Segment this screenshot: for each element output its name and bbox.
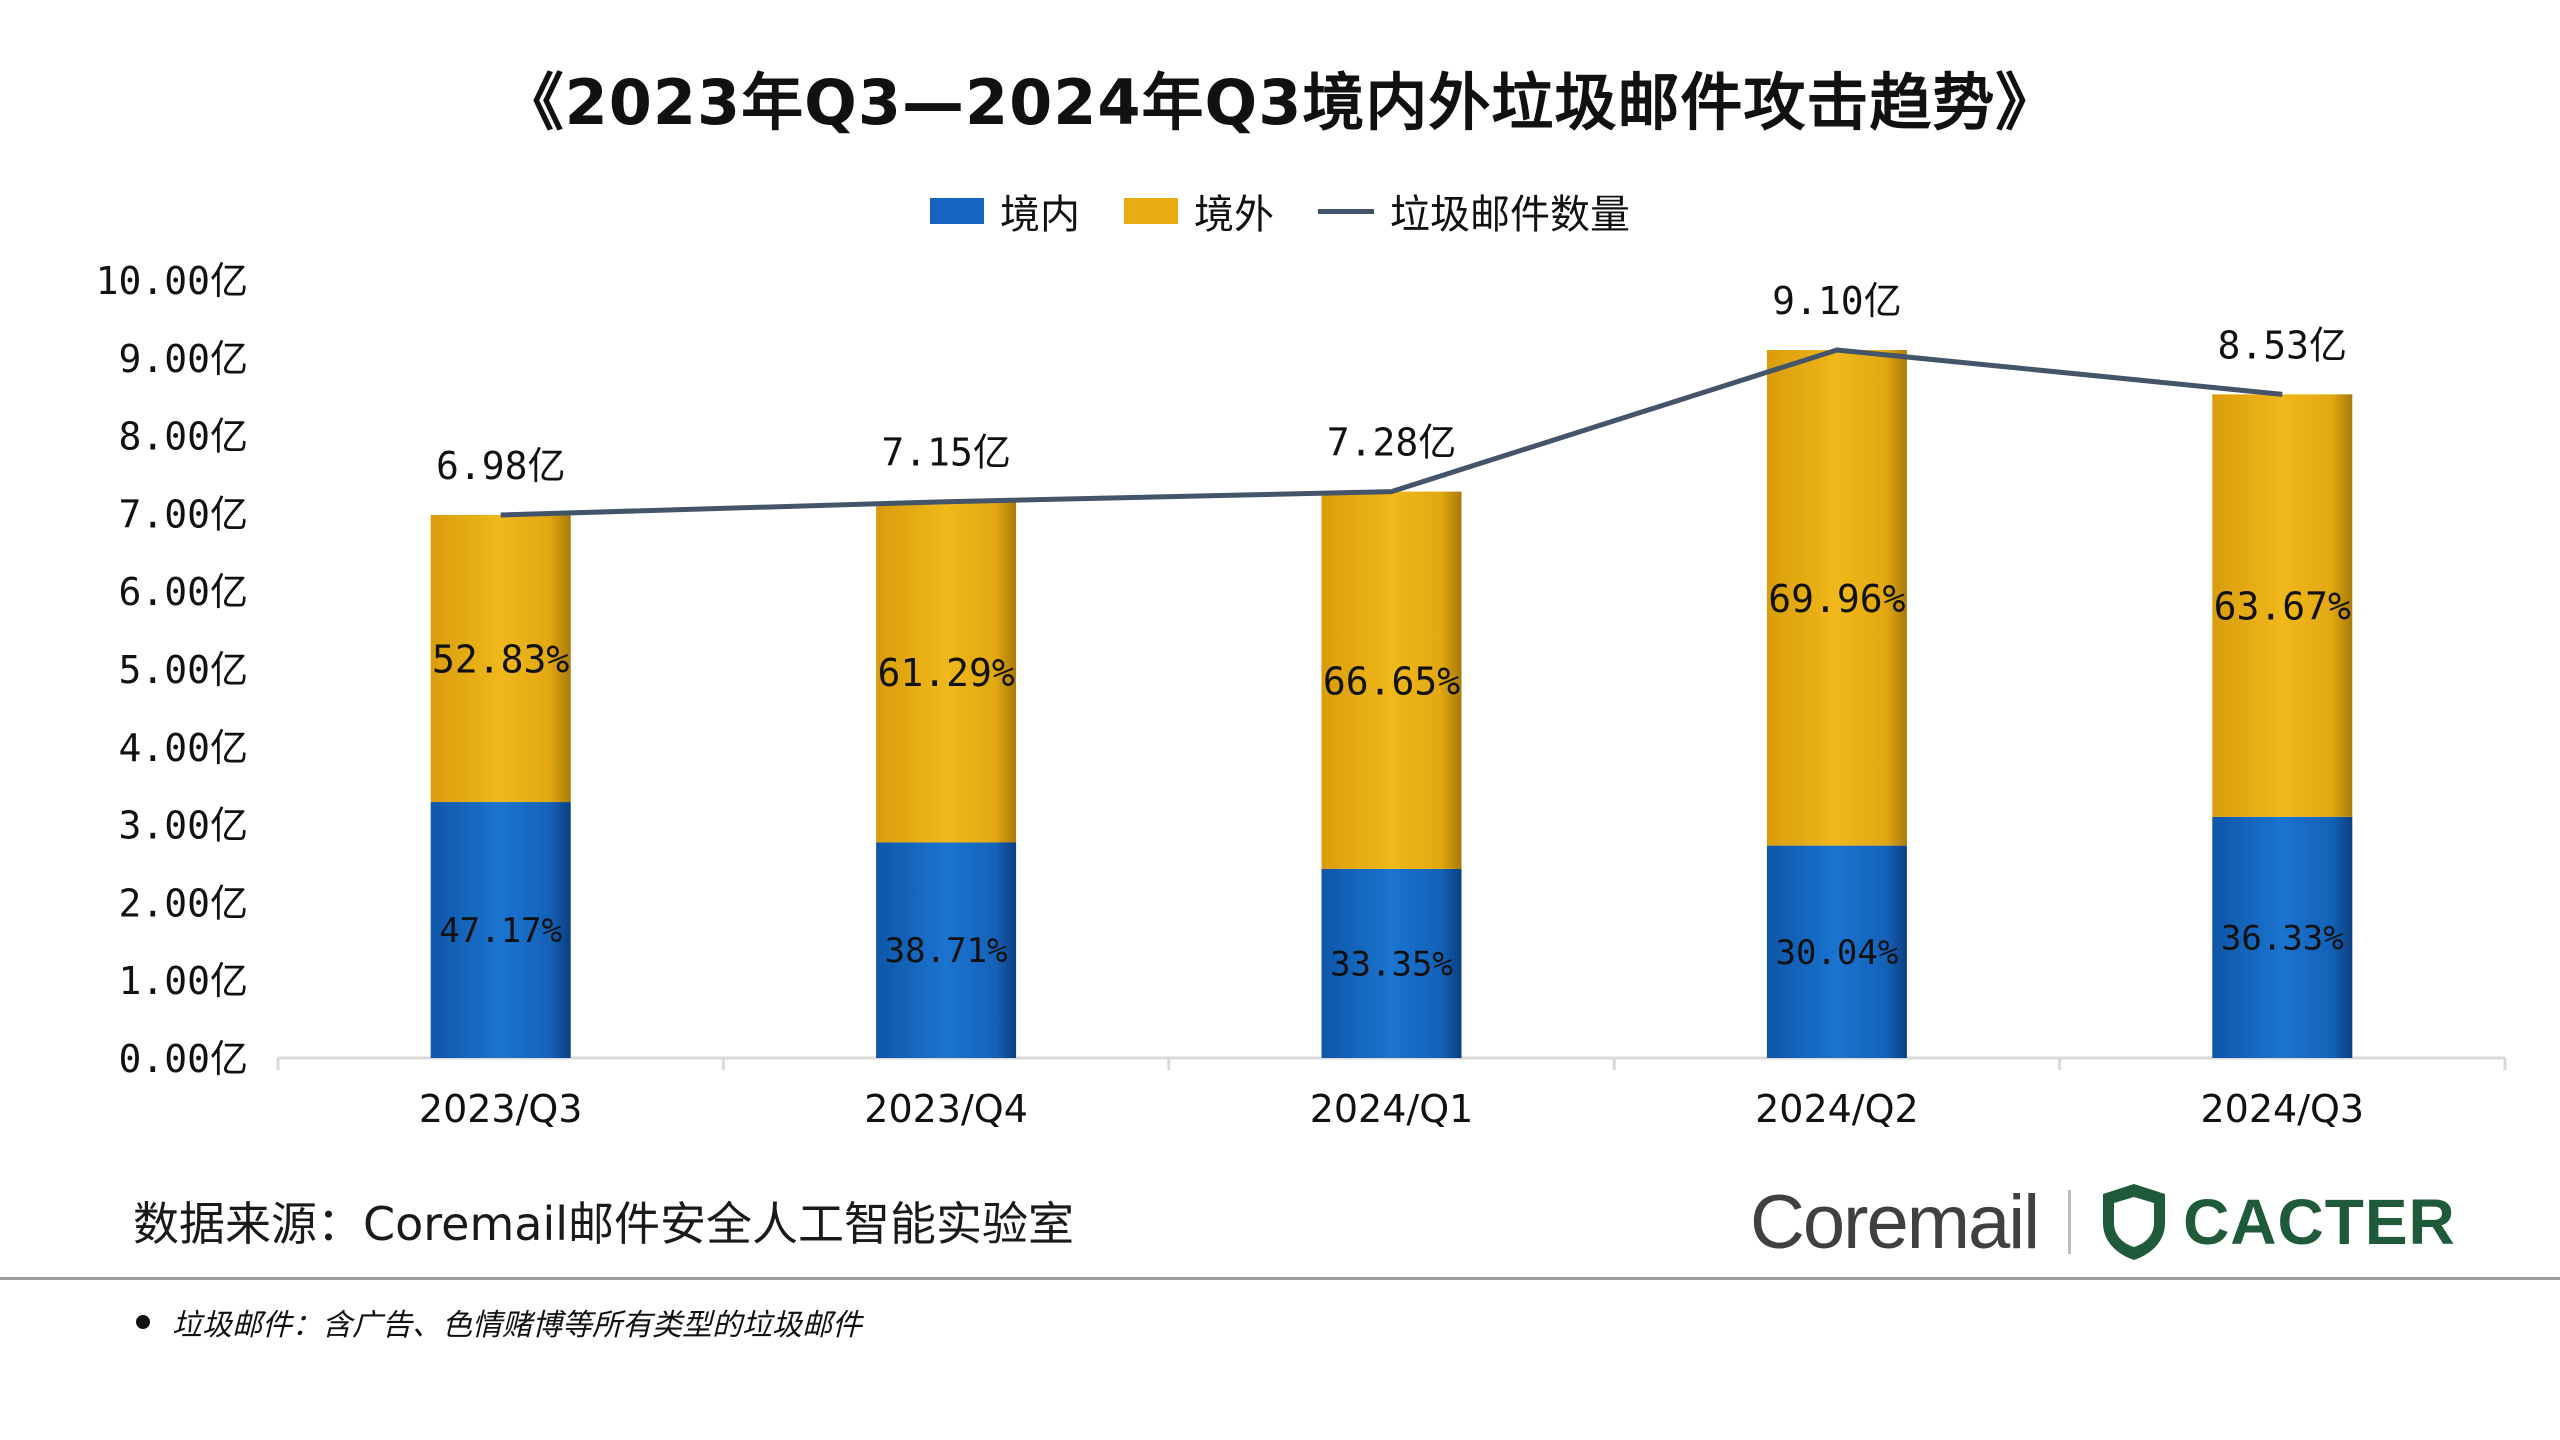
data-label-foreign: 63.67%	[2214, 585, 2351, 629]
data-label-total: 7.15亿	[881, 431, 1011, 475]
data-label-total: 8.53亿	[2218, 323, 2348, 367]
legend-swatch-foreign	[1124, 198, 1178, 224]
data-label-domestic: 30.04%	[1775, 933, 1898, 973]
legend-swatch-domestic	[930, 198, 984, 224]
bar-domestic	[1766, 845, 1907, 1058]
footer-separator	[0, 1277, 2560, 1280]
data-label-domestic: 47.17%	[439, 911, 562, 951]
legend-label-domestic: 境内	[1000, 192, 1080, 238]
y-tick-label: 1.00亿	[118, 959, 248, 1003]
data-label-foreign: 69.96%	[1768, 577, 1905, 621]
bar-domestic	[876, 842, 1017, 1058]
y-tick-label: 7.00亿	[118, 492, 248, 536]
cacter-logo-text: CACTER	[2183, 1186, 2456, 1258]
y-tick-label: 8.00亿	[118, 415, 248, 459]
bar-foreign	[876, 501, 1017, 843]
legend-line-total	[1318, 208, 1374, 214]
y-tick-label: 3.00亿	[118, 804, 248, 848]
bars-group: 47.17% 52.83% 38.71% 61.29% 33.35% 66.65% 30.0…	[430, 350, 2353, 1058]
logos: Coremail CACTER	[1750, 1172, 2456, 1272]
y-tick-label: 6.00亿	[118, 570, 248, 614]
data-label-foreign: 61.29%	[877, 651, 1014, 695]
cacter-logo: CACTER	[2099, 1181, 2456, 1263]
y-tick-label: 10.00亿	[96, 259, 248, 303]
y-tick-label: 9.00亿	[118, 337, 248, 381]
y-tick-label: 5.00亿	[118, 648, 248, 692]
logo-divider	[2068, 1190, 2072, 1254]
data-label-total: 7.28亿	[1327, 421, 1457, 465]
bar-domestic	[430, 802, 571, 1058]
legend-item-domestic: 境内	[930, 182, 1080, 240]
legend: 境内 境外 垃圾邮件数量	[0, 182, 2560, 240]
chart-title: 《2023年Q3—2024年Q3境内外垃圾邮件攻击趋势》	[501, 66, 2059, 139]
data-label-foreign: 52.83%	[432, 637, 569, 681]
y-tick-label: 4.00亿	[118, 726, 248, 770]
y-tick-label: 0.00亿	[118, 1037, 248, 1081]
bar-domestic	[2212, 816, 2353, 1058]
bar-foreign	[2212, 394, 2353, 817]
shield-icon	[2103, 1184, 2166, 1260]
data-label-total: 9.10亿	[1772, 279, 1902, 323]
data-source-note: 数据来源：Coremail邮件安全人工智能实验室	[133, 1197, 1075, 1251]
data-label-domestic: 33.35%	[1330, 944, 1453, 984]
y-axis-tick-labels: 0.00亿 1.00亿 2.00亿 3.00亿 4.00亿 5.00亿 6.00亿 7.00亿…	[96, 259, 248, 1081]
x-axis-tick-labels: 2023/Q3 2023/Q4 2024/Q1 2024/Q2 2024/Q3	[419, 1087, 2364, 1131]
x-tick-label: 2024/Q1	[1310, 1087, 1474, 1131]
footnote-text: 垃圾邮件：含广告、色情赌博等所有类型的垃圾邮件	[172, 1308, 862, 1343]
legend-item-total: 垃圾邮件数量	[1318, 182, 1630, 240]
bar-foreign	[1766, 350, 1907, 846]
data-label-domestic: 38.71%	[885, 931, 1008, 971]
x-tick-label: 2023/Q3	[419, 1087, 583, 1131]
bar-domestic	[1321, 868, 1462, 1058]
footnote: 垃圾邮件：含广告、色情赌博等所有类型的垃圾邮件	[136, 1300, 862, 1344]
bar-foreign	[1321, 491, 1462, 869]
bar-foreign	[430, 514, 571, 803]
total-line-group: 6.98亿 7.15亿 7.28亿 9.10亿 8.53亿	[436, 279, 2348, 518]
legend-label-foreign: 境外	[1194, 192, 1274, 238]
data-label-total: 6.98亿	[436, 444, 566, 488]
x-tick-label: 2024/Q3	[2200, 1087, 2364, 1131]
data-label-foreign: 66.65%	[1323, 659, 1460, 703]
x-axis-ticks	[276, 1058, 2507, 1070]
y-tick-label: 2.00亿	[118, 881, 248, 925]
bullet-icon	[136, 1315, 150, 1329]
coremail-logo: Coremail	[1750, 1179, 2040, 1265]
legend-item-foreign: 境外	[1124, 182, 1274, 240]
x-tick-label: 2023/Q4	[864, 1087, 1028, 1131]
legend-label-total: 垃圾邮件数量	[1390, 192, 1630, 238]
stacked-bar-line-chart: 0.00亿 1.00亿 2.00亿 3.00亿 4.00亿 5.00亿 6.00亿 7.00亿…	[96, 259, 2507, 1131]
x-tick-label: 2024/Q2	[1755, 1087, 1919, 1131]
data-label-domestic: 36.33%	[2221, 918, 2344, 958]
total-series-line	[500, 347, 2283, 518]
